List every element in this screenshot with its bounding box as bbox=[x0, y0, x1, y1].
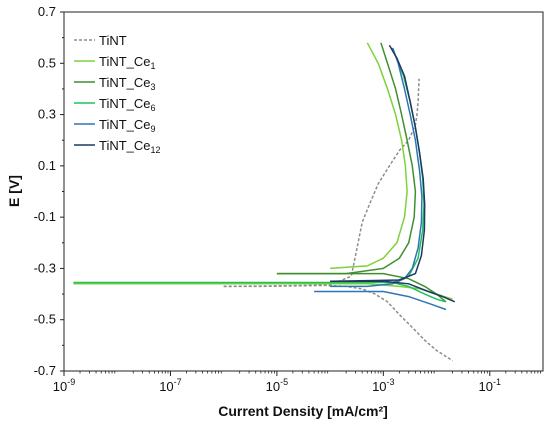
series-line-TiNT_Ce1-cathodic bbox=[73, 283, 453, 300]
series-line-TiNT_Ce3-anodic bbox=[276, 42, 417, 275]
legend-label-TiNT_Ce3: TiNT_Ce3 bbox=[99, 75, 156, 92]
x-tick-label: 10-5 bbox=[266, 377, 288, 394]
x-tick-label: 10-7 bbox=[159, 377, 181, 394]
y-tick-label: -0.7 bbox=[34, 363, 56, 378]
series-TiNT bbox=[223, 78, 454, 362]
series-line-TiNT_Ce12-anodic bbox=[330, 44, 426, 283]
legend-label-TiNT_Ce12: TiNT_Ce12 bbox=[99, 138, 161, 155]
series-line-TiNT-cathodic bbox=[223, 284, 454, 362]
legend-label-TiNT: TiNT bbox=[99, 33, 127, 48]
y-tick-label: -0.5 bbox=[34, 312, 56, 327]
y-tick-label: 0.3 bbox=[38, 107, 56, 122]
x-tick-label: 10-9 bbox=[53, 377, 75, 394]
y-tick-label: 0.7 bbox=[38, 4, 56, 19]
legend-label-TiNT_Ce9: TiNT_Ce9 bbox=[99, 117, 156, 134]
x-tick-label: 10-3 bbox=[372, 377, 394, 394]
legend: TiNT TiNT_Ce1 TiNT_Ce3 TiNT_Ce6 TiNT_Ce9 TiNT… bbox=[74, 33, 161, 155]
series-line-TiNT-anodic bbox=[223, 78, 420, 288]
series-layer bbox=[73, 42, 456, 362]
y-axis-title: E [V] bbox=[6, 175, 22, 207]
series-line-TiNT_Ce1-anodic bbox=[330, 42, 408, 270]
series-TiNT_Ce12 bbox=[330, 44, 456, 303]
y-tick-label: 0.1 bbox=[38, 158, 56, 173]
y-tick-label: -0.1 bbox=[34, 209, 56, 224]
series-TiNT_Ce3 bbox=[276, 42, 447, 303]
y-tick-label: -0.3 bbox=[34, 260, 56, 275]
legend-label-TiNT_Ce1: TiNT_Ce1 bbox=[99, 54, 156, 71]
x-axis: 10-9 10-7 10-5 10-3 10-1 bbox=[53, 371, 541, 394]
y-tick-label: 0.5 bbox=[38, 55, 56, 70]
y-axis: -0.7 -0.5 -0.3 -0.1 0.1 0.3 0.5 0.7 bbox=[34, 4, 64, 378]
x-tick-label: 10-1 bbox=[479, 377, 501, 394]
x-axis-title: Current Density [mA/cm²] bbox=[218, 403, 388, 419]
legend-label-TiNT_Ce6: TiNT_Ce6 bbox=[99, 96, 156, 113]
series-TiNT_Ce9 bbox=[314, 47, 447, 311]
series-line-TiNT_Ce9-cathodic bbox=[314, 290, 447, 311]
series-line-TiNT_Ce12-cathodic bbox=[330, 280, 456, 303]
series-line-TiNT_Ce9-anodic bbox=[330, 47, 423, 288]
